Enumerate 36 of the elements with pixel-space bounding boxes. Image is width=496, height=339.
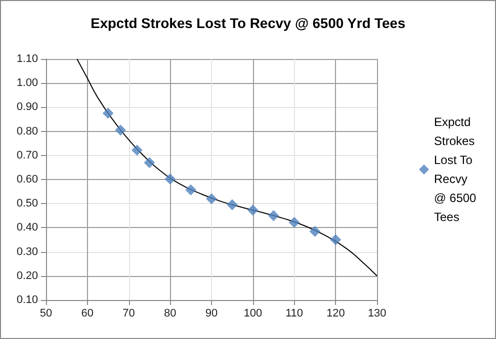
x-tick-label: 70 (122, 308, 135, 320)
x-tick-label: 60 (81, 308, 94, 320)
point (206, 193, 217, 204)
chart-title: Expctd Strokes Lost To Recvy @ 6500 Yrd Tees (90, 15, 406, 31)
y-tick-label: 0.50 (16, 198, 38, 210)
y-tick-label: 0.70 (16, 149, 38, 162)
point (309, 226, 320, 237)
x-tick-label: 130 (368, 308, 386, 320)
x-tick-label: 90 (205, 308, 218, 320)
point (185, 184, 196, 196)
point (114, 124, 126, 136)
point (330, 234, 342, 246)
point (288, 216, 300, 228)
x-tick-label: 50 (40, 308, 52, 320)
y-tick-label: 0.40 (16, 222, 38, 234)
y-tick-label: 1.00 (16, 77, 38, 90)
y-tick-label: 1.10 (16, 53, 38, 65)
x-tick-label: 120 (326, 308, 345, 320)
y-tick-label: 0.30 (16, 246, 38, 258)
x-tick-label: 100 (244, 308, 262, 320)
point (144, 157, 155, 168)
point (132, 144, 143, 156)
y-tick-label: 0.20 (16, 270, 38, 282)
legend-label: Expctd Strokes Lost To Recvy @ 6500 Tees (434, 115, 480, 224)
point (268, 210, 280, 222)
x-tick-label: 80 (164, 308, 176, 320)
point (164, 174, 176, 185)
y-tick-label: 0.60 (16, 174, 38, 186)
y-tick-label: 0.10 (16, 294, 38, 306)
y-tick-label: 0.90 (16, 101, 38, 114)
point (102, 108, 114, 119)
y-tick-label: 0.80 (16, 125, 38, 138)
point (226, 199, 238, 210)
point (247, 204, 258, 216)
line-series (76, 58, 378, 276)
x-tick-label: 110 (285, 308, 304, 320)
